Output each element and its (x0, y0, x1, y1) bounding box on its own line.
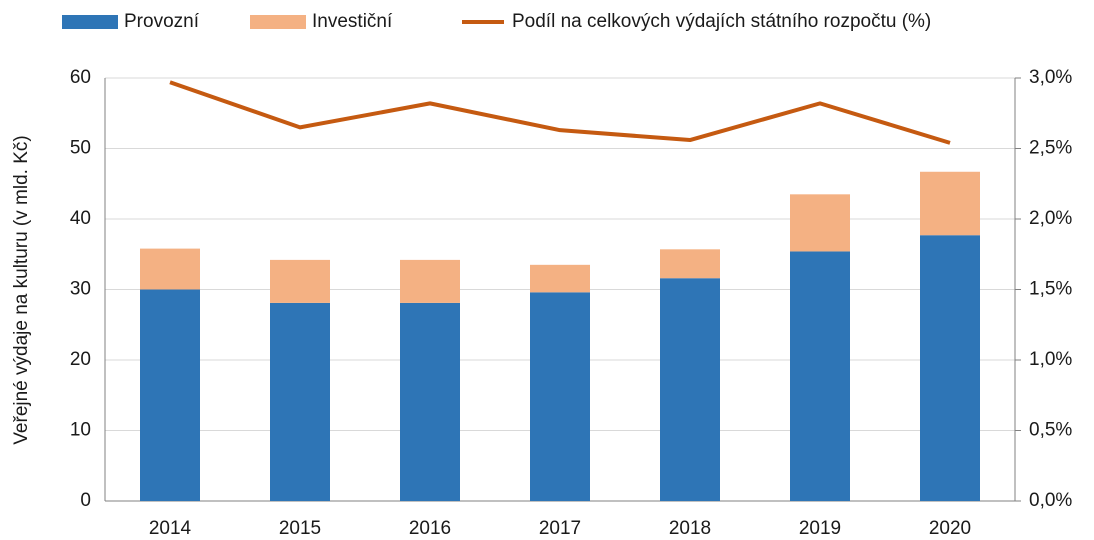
bar (270, 302, 330, 501)
x-tick-label: 2017 (539, 518, 581, 539)
y-tick-label: 50 (70, 138, 91, 159)
bar (140, 248, 200, 290)
x-tick-label: 2014 (149, 518, 192, 539)
bar (530, 264, 590, 293)
y2-tick-label: 3,0% (1029, 67, 1072, 88)
bar (530, 292, 590, 501)
y-tick-label: 40 (70, 208, 91, 229)
y-tick-label: 20 (70, 349, 91, 370)
x-tick-label: 2019 (799, 518, 841, 539)
y2-tick-label: 1,0% (1029, 349, 1072, 370)
y-axis-label: Veřejné výdaje na kulturu (v mld. Kč) (11, 135, 32, 444)
x-tick-label: 2020 (929, 518, 971, 539)
bar (790, 251, 850, 501)
bar (660, 278, 720, 501)
y2-tick-label: 2,5% (1029, 138, 1072, 159)
y-tick-label: 0 (80, 490, 91, 511)
legend-label: Investiční (312, 11, 393, 32)
bar (140, 289, 200, 501)
bar (270, 259, 330, 303)
line (169, 80, 951, 145)
legend-label: Provozní (124, 11, 200, 32)
bar (920, 171, 980, 236)
x-tick-label: 2016 (409, 518, 451, 539)
bar (920, 235, 980, 501)
bar (400, 259, 460, 303)
legend-swatch (250, 15, 306, 29)
legend-swatch (62, 15, 118, 29)
y-tick-label: 60 (70, 67, 91, 88)
bar (660, 249, 720, 279)
x-tick-label: 2015 (279, 518, 321, 539)
y-tick-label: 30 (70, 279, 91, 300)
bar (790, 194, 850, 252)
y-tick-label: 10 (70, 420, 91, 441)
y2-tick-label: 0,5% (1029, 420, 1072, 441)
bar (400, 302, 460, 501)
y2-tick-label: 2,0% (1029, 208, 1072, 229)
y2-tick-label: 0,0% (1029, 490, 1072, 511)
x-tick-label: 2018 (669, 518, 711, 539)
y2-tick-label: 1,5% (1029, 279, 1072, 300)
legend-label: Podíl na celkových výdajích státního roz… (512, 11, 931, 32)
